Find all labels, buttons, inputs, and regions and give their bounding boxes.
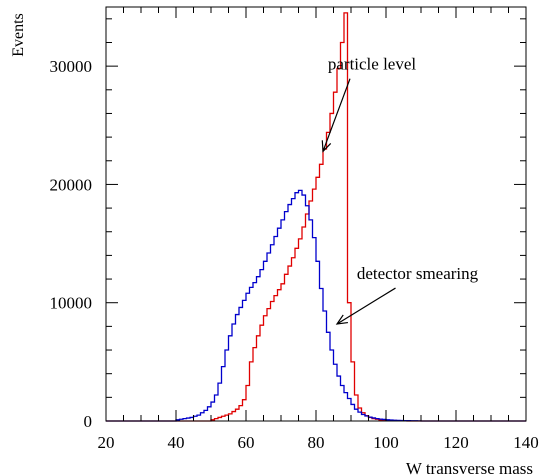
y-tick-label: 0 <box>84 412 93 431</box>
x-axis-label: W transverse mass <box>406 459 533 475</box>
x-tick-label: 140 <box>513 433 539 452</box>
y-tick-label: 10000 <box>50 294 93 313</box>
x-tick-label: 40 <box>168 433 185 452</box>
y-axis-label: Events <box>10 13 27 57</box>
x-tick-label: 100 <box>373 433 399 452</box>
x-tick-label: 120 <box>443 433 469 452</box>
annotation-arrowhead-detector-smearing <box>335 314 348 325</box>
axis-layer: 20 40 60 80 100 120 140 0 10000 20000 30000 <box>50 7 539 452</box>
y-tick-label: 20000 <box>50 175 93 194</box>
annotation-arrow-line-particle-level <box>322 78 351 152</box>
annotation-arrow-line-detector-smearing <box>336 287 396 325</box>
annotation-label-particle-level: particle level <box>328 55 417 74</box>
y-tick-label: 30000 <box>50 57 93 76</box>
x-tick-label: 80 <box>308 433 325 452</box>
annotation-arrowhead-particle-level <box>321 140 332 153</box>
annotation-label-detector-smearing: detector smearing <box>357 264 479 283</box>
annotation-layer: particle level detector smearing <box>321 55 479 325</box>
x-tick-label: 60 <box>238 433 255 452</box>
x-tick-label: 20 <box>98 433 115 452</box>
